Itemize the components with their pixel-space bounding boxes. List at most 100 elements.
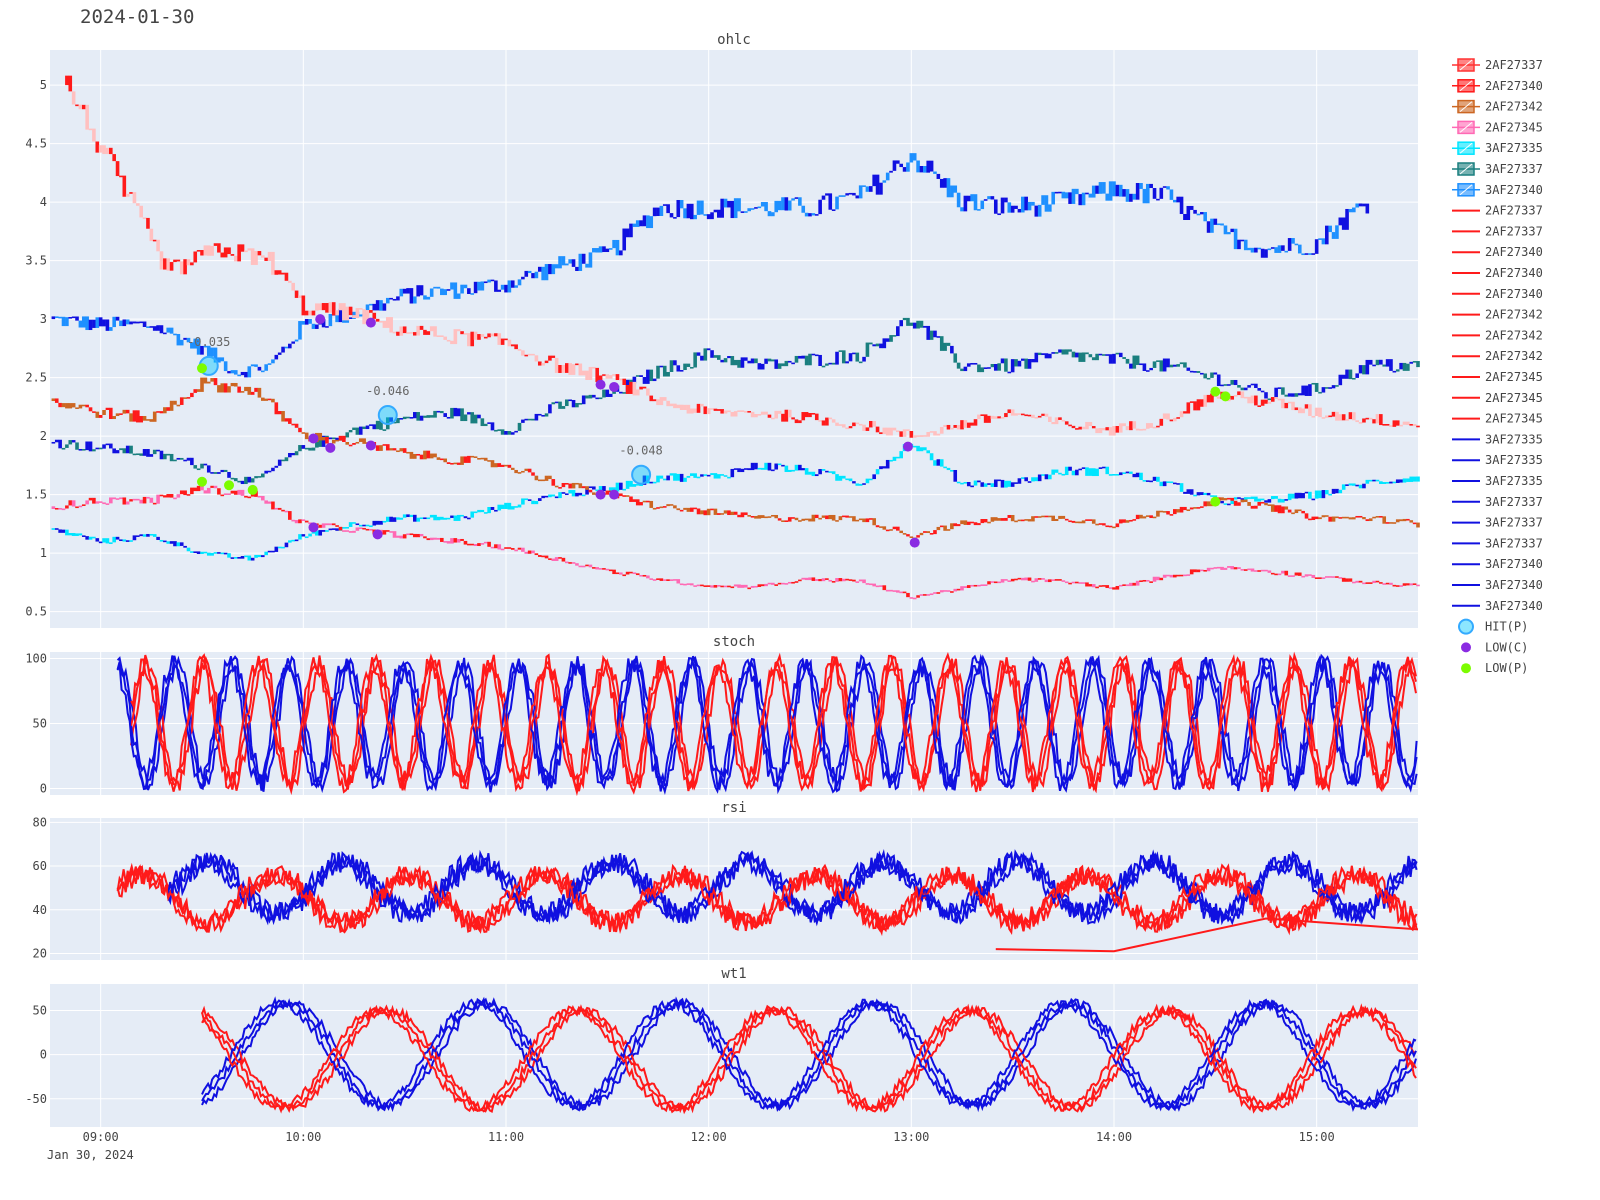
legend-label: 3AF27340 [1485, 599, 1543, 613]
candle-2AF27345 [1183, 574, 1187, 577]
candle-2AF27345 [1203, 569, 1207, 572]
candle-2AF27340 [453, 462, 458, 465]
candle-2AF27340 [470, 455, 475, 458]
candle-3AF27335 [916, 445, 920, 452]
candle-3AF27337 [1186, 367, 1191, 371]
candle-2AF27345 [1129, 582, 1133, 587]
candle-3AF27335 [244, 555, 248, 558]
candle-2AF27345 [1227, 566, 1231, 568]
candle-2AF27345 [1091, 584, 1096, 588]
candle-2AF27345 [1061, 580, 1066, 582]
candle-3AF27335 [139, 534, 143, 537]
candle-2AF27340 [1129, 519, 1133, 522]
candle-3AF27335 [595, 489, 599, 492]
candle-2AF27345 [777, 582, 782, 585]
candle-2AF27345 [727, 585, 731, 588]
candle-3AF27340 [1156, 198, 1160, 201]
candle-2AF27337 [369, 310, 373, 313]
candle-3AF27335 [1294, 492, 1299, 499]
candle-3AF27335 [446, 517, 451, 520]
candle-3AF27335 [1088, 468, 1093, 476]
candle-2AF27337 [1048, 416, 1052, 422]
candle-2AF27345 [869, 583, 873, 586]
candle-2AF27345 [294, 520, 299, 524]
candle-3AF27337 [352, 427, 356, 431]
candle-3AF27337 [1210, 372, 1214, 378]
candle-3AF27337 [1007, 371, 1012, 374]
candle-2AF27340 [588, 489, 593, 493]
candle-3AF27340 [1142, 188, 1147, 204]
candle-2AF27340 [821, 515, 826, 518]
candle-3AF27337 [132, 453, 137, 456]
candle-3AF27340 [1169, 189, 1174, 200]
candle-3AF27337 [122, 448, 127, 454]
candle-2AF27340 [190, 392, 194, 398]
candle-2AF27345 [1078, 582, 1083, 584]
candle-2AF27340 [689, 507, 694, 512]
candle-3AF27335 [929, 453, 934, 461]
candle-3AF27335 [1105, 466, 1110, 475]
candle-2AF27340 [744, 512, 748, 516]
candle-2AF27337 [183, 259, 187, 275]
candle-3AF27335 [835, 474, 839, 481]
candle-2AF27345 [142, 496, 147, 504]
candle-3AF27335 [1098, 467, 1103, 469]
candle-2AF27345 [186, 494, 191, 496]
candle-2AF27345 [436, 537, 441, 540]
candle-3AF27340 [554, 264, 559, 269]
candle-2AF27345 [470, 543, 475, 546]
candle-2AF27340 [200, 377, 204, 392]
candle-3AF27340 [700, 200, 704, 215]
candle-2AF27340 [649, 500, 654, 508]
candle-3AF27337 [946, 342, 951, 346]
candle-3AF27340 [808, 213, 812, 217]
candle-2AF27337 [1034, 416, 1039, 419]
candle-2AF27337 [237, 244, 241, 262]
candle-2AF27345 [1352, 581, 1356, 584]
candle-2AF27337 [304, 310, 309, 316]
candle-2AF27345 [1075, 581, 1079, 584]
candle-3AF27340 [635, 220, 640, 227]
candle-3AF27337 [358, 426, 363, 435]
candle-3AF27335 [1196, 492, 1201, 496]
candle-2AF27340 [1274, 505, 1278, 512]
candle-2AF27345 [963, 586, 968, 588]
candle-3AF27335 [1166, 481, 1170, 483]
candle-2AF27337 [656, 399, 660, 406]
candle-3AF27337 [551, 402, 556, 405]
candle-2AF27345 [450, 538, 454, 544]
candle-2AF27345 [169, 494, 174, 498]
candle-2AF27345 [612, 569, 616, 575]
candle-3AF27340 [744, 211, 748, 213]
candle-2AF27340 [1321, 515, 1326, 518]
candle-2AF27337 [585, 370, 589, 380]
candle-2AF27337 [156, 239, 160, 252]
candle-3AF27340 [1135, 183, 1140, 200]
candle-3AF27335 [429, 514, 434, 518]
candle-2AF27337 [794, 419, 799, 424]
candle-3AF27340 [825, 193, 829, 196]
candle-3AF27337 [666, 371, 670, 377]
candle-3AF27335 [1412, 476, 1417, 482]
candle-3AF27337 [686, 363, 691, 367]
candle-3AF27335 [1243, 497, 1248, 502]
candle-2AF27340 [1416, 522, 1420, 528]
candle-3AF27335 [956, 481, 961, 484]
candle-3AF27337 [902, 317, 907, 321]
candle-3AF27340 [483, 281, 488, 284]
candle-3AF27335 [389, 516, 393, 522]
candle-3AF27335 [531, 500, 535, 505]
candle-2AF27337 [646, 388, 650, 396]
candle-2AF27340 [325, 436, 329, 444]
candle-2AF27337 [960, 420, 964, 430]
candle-3AF27335 [315, 530, 319, 536]
candle-3AF27340 [1193, 209, 1197, 214]
candle-3AF27337 [990, 364, 995, 368]
candle-2AF27337 [446, 339, 451, 342]
candle-3AF27340 [733, 198, 738, 219]
ohlc-ytick-label: 3.5 [25, 254, 47, 268]
candle-2AF27345 [1365, 582, 1370, 584]
candle-3AF27335 [413, 514, 417, 522]
candle-2AF27340 [845, 515, 849, 518]
candle-2AF27345 [392, 531, 397, 538]
